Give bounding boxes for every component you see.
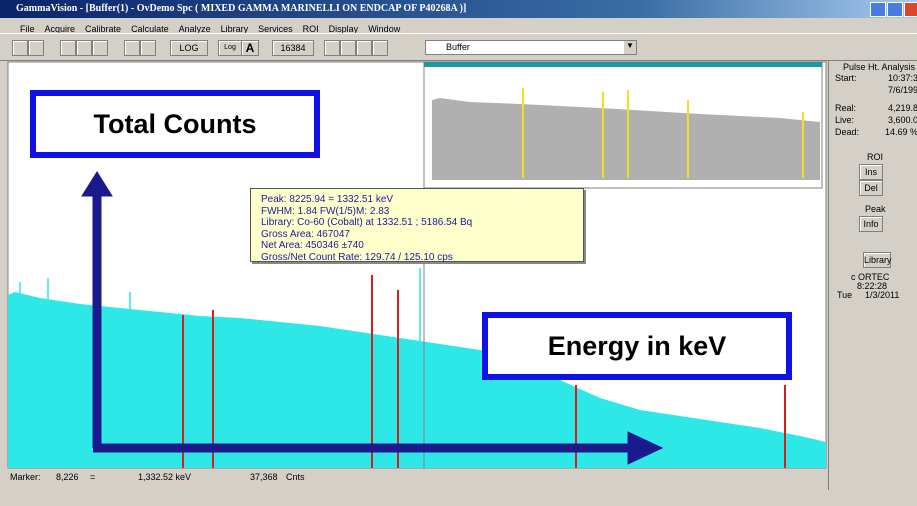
menu-item[interactable]: Analyze: [178, 24, 211, 34]
marker-energy: 1,332.52 keV: [138, 472, 192, 482]
scale-box[interactable]: 16384: [272, 40, 314, 56]
close[interactable]: [904, 2, 917, 17]
panel-label: Live:: [835, 115, 855, 125]
window-title: GammaVision - [Buffer(1) - OvDemo Spc ( …: [16, 3, 467, 14]
panel-value: 7/6/199: [887, 85, 917, 95]
panel-heading: Pulse Ht. Analysis: [843, 62, 916, 72]
auto-button[interactable]: A: [241, 40, 259, 56]
equals: =: [90, 472, 96, 482]
marker-channel: 8,226: [56, 472, 79, 482]
detector-name: Buffer: [446, 42, 470, 52]
stop[interactable]: [76, 40, 92, 56]
center[interactable]: [356, 40, 372, 56]
roi-label: ROI: [867, 152, 884, 162]
info-button[interactable]: Info: [859, 216, 883, 232]
menu-item[interactable]: Services: [258, 24, 293, 34]
tooltip-line: Net Area: 450346 ±740: [261, 240, 364, 251]
start[interactable]: [60, 40, 76, 56]
status-bar: Marker: 8,226 = 1,332.52 keV 37,368 Cnts: [8, 472, 826, 484]
y-axis-annotation: Total Counts: [30, 90, 320, 158]
library-button[interactable]: Library: [863, 252, 892, 268]
peak-label: Peak: [865, 204, 886, 214]
panel-label: Dead:: [835, 127, 860, 137]
marker-counts: 37,368: [250, 472, 278, 482]
brand: c ORTEC: [851, 272, 890, 282]
copy[interactable]: [124, 40, 140, 56]
tooltip-line: Gross/Net Count Rate: 129.74 / 125.10 cp…: [261, 251, 453, 263]
title-bar: GammaVision - [Buffer(1) - OvDemo Spc ( …: [0, 0, 917, 18]
menu-item[interactable]: Display: [328, 24, 359, 34]
tooltip-line: Library: Co-60 (Cobalt) at 1332.51 ; 518…: [261, 217, 473, 228]
tooltip-line: Gross Area: 467047: [261, 228, 350, 240]
detector-select[interactable]: Buffer ▼: [425, 40, 637, 55]
full-view[interactable]: [372, 40, 388, 56]
peak-lines: [182, 275, 786, 468]
axis-arrows: [81, 171, 664, 465]
overview-rois: [522, 88, 804, 178]
menu-item[interactable]: Window: [368, 24, 401, 34]
clock-date: 1/3/2011: [865, 290, 900, 300]
clock-time: 8:22:28: [857, 281, 888, 291]
menu-item[interactable]: Calculate: [131, 24, 169, 34]
clear[interactable]: [92, 40, 108, 56]
zoom-out[interactable]: [340, 40, 356, 56]
minimize[interactable]: [870, 2, 886, 17]
menu-item[interactable]: Acquire: [44, 24, 76, 34]
x-axis-annotation: Energy in keV: [482, 312, 792, 380]
maximize[interactable]: [887, 2, 903, 17]
tooltip-line: Peak: 8225.94 = 1332.51 keV: [261, 194, 394, 205]
panel-value: 4,219.8: [887, 103, 917, 113]
counts-unit: Cnts: [286, 472, 305, 482]
del-button[interactable]: Del: [859, 180, 883, 196]
side-panel: Pulse Ht. Analysis Start: 10:37:3 7/6/199 R…: [828, 60, 917, 490]
spectrum-area: [7, 61, 827, 469]
menu-item[interactable]: Library: [220, 24, 249, 34]
dropdown-arrow[interactable]: ▼: [624, 41, 636, 54]
zoom-in[interactable]: [324, 40, 340, 56]
menu-item[interactable]: File: [20, 24, 35, 34]
log-toggle[interactable]: Log: [218, 40, 242, 56]
marker-label: Marker:: [10, 472, 41, 482]
overview-header: [424, 62, 822, 67]
log-button[interactable]: LOG: [170, 40, 208, 56]
panel-value: 3,600.0: [887, 115, 917, 125]
panel-value: 10:37:3: [887, 73, 917, 83]
peak-tooltip: Peak: 8225.94 = 1332.51 keV FWHM: 1.84 FW…: [250, 188, 584, 263]
panel-label: Start:: [835, 73, 857, 83]
ins-button[interactable]: Ins: [859, 164, 883, 180]
save[interactable]: [28, 40, 44, 56]
tooltip-line: FWHM: 1.84 FW(1/5)M: 2.83: [261, 205, 390, 217]
menu-bar: File Acquire Calibrate Calculate Analyze Libr…: [20, 19, 410, 34]
roi[interactable]: [140, 40, 156, 56]
menu-item[interactable]: ROI: [302, 24, 319, 34]
overview-spectrum: [432, 98, 820, 180]
open[interactable]: [12, 40, 28, 56]
menu-item[interactable]: Calibrate: [85, 24, 122, 34]
clock-day: Tue: [837, 290, 853, 300]
toolbar: LOG Log A 16384 Buffer ▼: [0, 33, 917, 61]
panel-label: Real:: [835, 103, 857, 113]
panel-value: 14.69 %: [884, 127, 917, 137]
